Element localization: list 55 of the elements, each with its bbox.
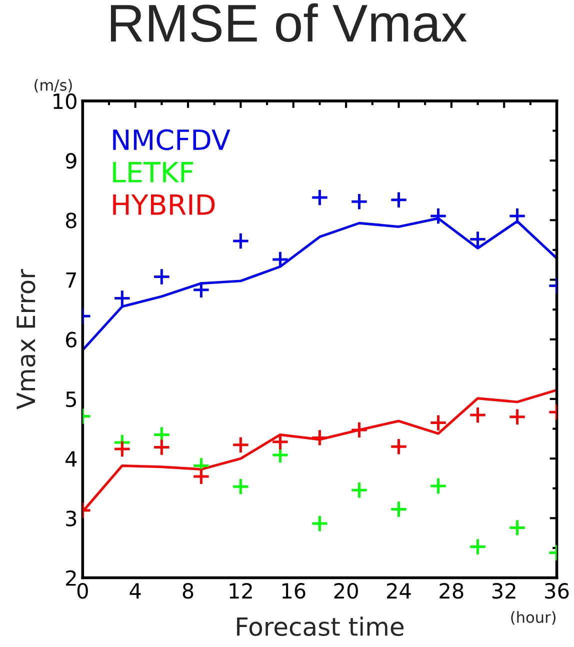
point [390, 438, 408, 456]
y-tick-label: 6 [66, 332, 76, 348]
x-tick-label: 24 [387, 583, 411, 598]
chart-title: RMSE of Vmax [110, 3, 467, 42]
point [152, 268, 171, 286]
point [508, 207, 526, 225]
point [468, 230, 487, 248]
y-tick-label: 9 [66, 152, 76, 169]
y-tick-label: 3 [66, 510, 76, 526]
point [113, 440, 132, 458]
x-axis-title: Forecast time [237, 616, 404, 636]
x-tick-label: 16 [282, 583, 306, 599]
x-tick-label: 32 [492, 583, 516, 599]
point [192, 281, 210, 299]
point [390, 191, 408, 209]
point [429, 207, 448, 225]
text: NMCFDV [113, 129, 230, 150]
x-tick-label: 20 [334, 583, 358, 599]
text: LETKF [113, 162, 194, 182]
point [152, 438, 171, 456]
text: (m/s) [34, 79, 72, 93]
point [390, 500, 408, 518]
y-tick-label: 2 [66, 570, 76, 586]
x-tick-label: 0 [77, 583, 88, 599]
text: (hour) [511, 611, 556, 625]
point [310, 428, 329, 447]
point [350, 421, 368, 439]
y-tick-label: 8 [66, 212, 76, 228]
point [310, 188, 329, 206]
text: HYBRID [113, 194, 215, 215]
y-tick-label: 4 [66, 451, 77, 466]
point [468, 538, 487, 556]
x-tick-label: 8 [182, 583, 194, 599]
x-tick-label: 4 [130, 583, 141, 598]
point [113, 289, 132, 308]
point [232, 232, 250, 250]
point [429, 414, 448, 432]
point [350, 481, 368, 500]
point [310, 514, 329, 532]
point [468, 406, 487, 424]
y-tick-label: 5 [66, 392, 76, 408]
point [192, 468, 210, 486]
x-tick-label: 28 [440, 583, 464, 599]
point [429, 477, 448, 495]
point [271, 250, 290, 268]
x-tick-label: 12 [230, 583, 252, 598]
y-tick-label: 10 [54, 93, 76, 110]
y-tick-label: 7 [66, 272, 76, 288]
x-tick-label: 36 [545, 583, 569, 599]
point [508, 408, 526, 426]
point [232, 478, 250, 496]
y-axis-title: Vmax Error [16, 269, 36, 410]
point [508, 518, 526, 537]
point [232, 436, 250, 454]
point [350, 192, 368, 211]
